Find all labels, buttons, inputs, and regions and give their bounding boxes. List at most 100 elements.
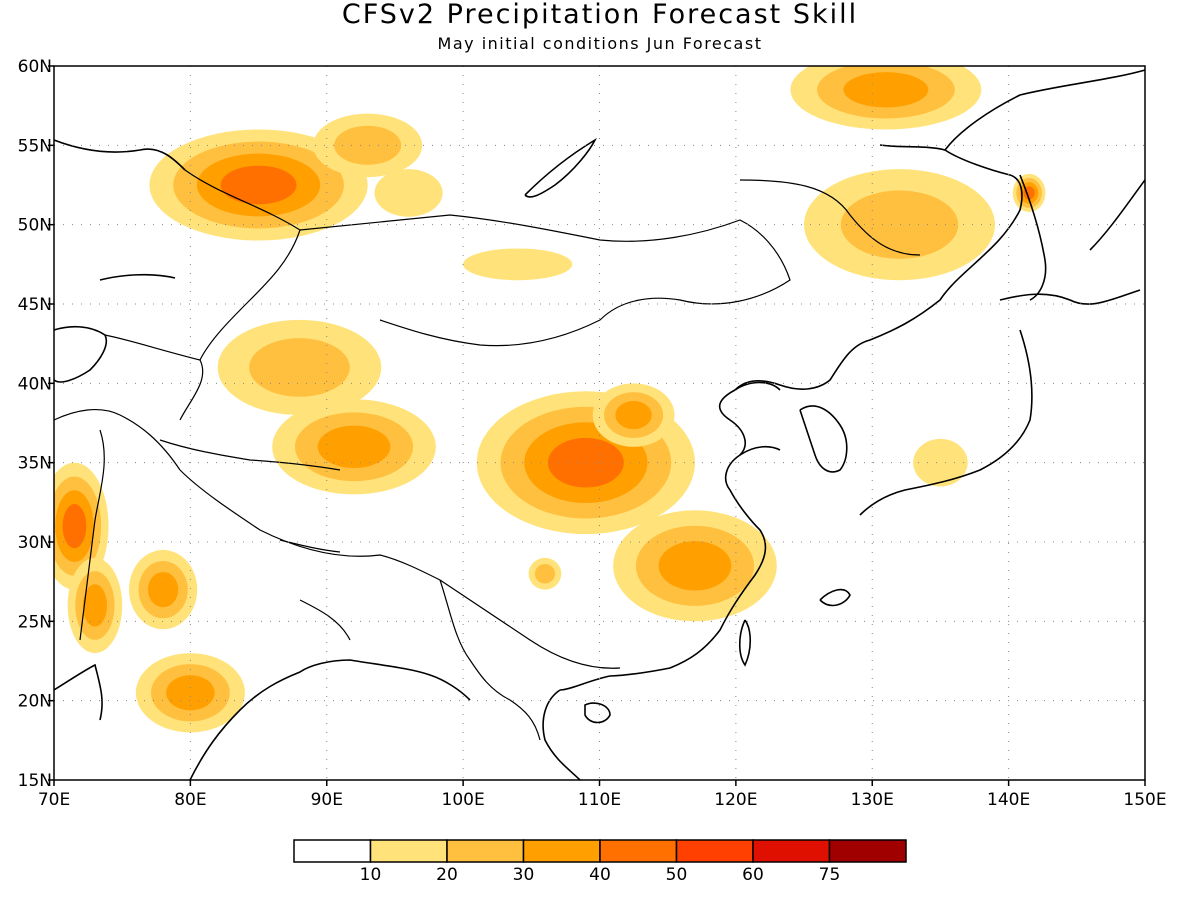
chart-subtitle: May initial conditions Jun Forecast [437,34,763,53]
lat-tick-label: 50N [18,216,52,236]
border-vietnam-laos [509,699,541,741]
skill-contour-india-central-3 [147,571,179,608]
legend-level-label: 10 [360,865,382,885]
lon-tick-label: 130E [851,790,894,810]
skill-contour-west-siberia-4 [220,165,297,205]
coastline-sakhalin [1019,174,1047,301]
lat-tick-label: 45N [18,295,52,315]
lon-tick-label: 120E [714,790,757,810]
lon-tick-label: 140E [987,790,1030,810]
coastline-taiwan [738,619,752,667]
coastline-philippines [819,588,851,607]
legend-level-label: 60 [742,865,764,885]
lat-tick-label: 60N [18,57,52,77]
border-central-asia [104,334,204,421]
lat-tick-label: 40N [18,374,52,394]
skill-region-sakhalin [1012,173,1046,212]
lon-tick-label: 80E [174,790,206,810]
skill-contour-sichuan-2 [534,563,556,584]
skill-region-mongolia-central [463,248,573,281]
skill-region-shanxi [592,383,675,447]
lon-tick-label: 70E [38,790,70,810]
coastline-arabia [54,663,103,721]
skill-contour-okhotsk-north-3 [843,72,929,108]
coastline-caspian-aral [54,325,108,383]
skill-region-yangtze-lower [613,510,777,622]
coastline-balkhash [99,273,176,281]
legend-level-label: 40 [589,865,611,885]
legend-swatch [369,839,448,863]
coastline-indochina [542,689,581,780]
border-himalaya [179,469,441,581]
skill-region-pakistan [54,462,109,590]
coastline-arctic-west [54,139,186,171]
skill-contour-mongolia-central-1 [463,248,573,281]
lon-tick-label: 90E [311,790,343,810]
legend-swatch [522,839,601,863]
lat-tick-label: 25N [18,612,52,632]
lon-tick-label: 100E [442,790,485,810]
grid-lines [54,66,1145,780]
coastline-hokkaido [999,289,1141,305]
coastline-bohai [734,381,781,391]
coastline-korea [799,405,848,473]
border-china-russia-ne [739,179,921,256]
border-kazakh-russia [184,169,301,231]
chart-title: CFSv2 Precipitation Forecast Skill [341,0,859,30]
skill-contour-kazakh-north-2 [334,125,402,165]
skill-region-tarim-north [217,319,382,416]
border-tibet-north [159,439,341,471]
coastline-japan [859,329,1033,516]
skill-contour-india-west-3 [82,584,108,627]
lat-tick-label: 35N [18,454,52,474]
lat-tick-label: 30N [18,533,52,553]
skill-contour-tibet-central-3 [317,425,391,468]
color-legend: 10 20 30 40 50 60 75 [293,839,907,885]
border-myanmar [439,579,511,701]
skill-shading [54,66,1046,733]
skill-region-korea-japan [913,438,968,487]
skill-region-amur [804,169,995,281]
skill-contour-tarim-north-2 [249,338,350,397]
axis-ticks: 70E 80E 90E 100E 110E 120E 130E 140E 150E 15N 20N 2… [18,57,1167,810]
border-nepal [279,539,341,553]
skill-contour-shanxi-3 [615,400,652,430]
country-borders [54,169,921,741]
lat-tick-label: 15N [18,771,52,791]
lat-tick-label: 55N [18,136,52,156]
legend-level-label: 30 [513,865,535,885]
legend-swatch [675,839,754,863]
border-kazakh-china [199,229,301,361]
coastline-shandong [739,445,781,456]
skill-region-india-south [135,653,245,733]
skill-contour-amur-2 [840,190,959,259]
skill-region-tibet-central [272,399,436,495]
border-china-south [439,579,621,669]
lon-tick-label: 150E [1123,790,1166,810]
legend-swatch [828,839,907,863]
skill-region-kazakh-north [313,113,423,178]
skill-contour-yangtze-lower-3 [658,541,732,591]
legend-swatch [293,839,372,863]
coastlines [54,69,1145,780]
skill-contour-pakistan-4 [62,504,87,549]
skill-region-sichuan [528,557,562,590]
legend-level-label: 50 [666,865,688,885]
coastline-india [189,659,471,780]
skill-contour-india-south-3 [166,675,215,711]
legend-swatch [599,839,678,863]
coastline-asia-east [559,69,1145,691]
border-pakistan-india [79,429,105,641]
coastline-okhotsk [879,144,946,151]
skill-region-west-siberia [149,129,368,241]
skill-region-india-central [129,549,198,630]
legend-swatch [446,839,525,863]
border-china-mongolia [299,214,791,347]
lat-tick-label: 20N [18,692,52,712]
skill-contour-mongolia-west-1 [374,169,443,217]
border-afghanistan [54,409,181,471]
skill-contour-korea-japan-1 [913,438,968,487]
lon-tick-label: 110E [578,790,621,810]
coastline-hainan [584,702,611,724]
